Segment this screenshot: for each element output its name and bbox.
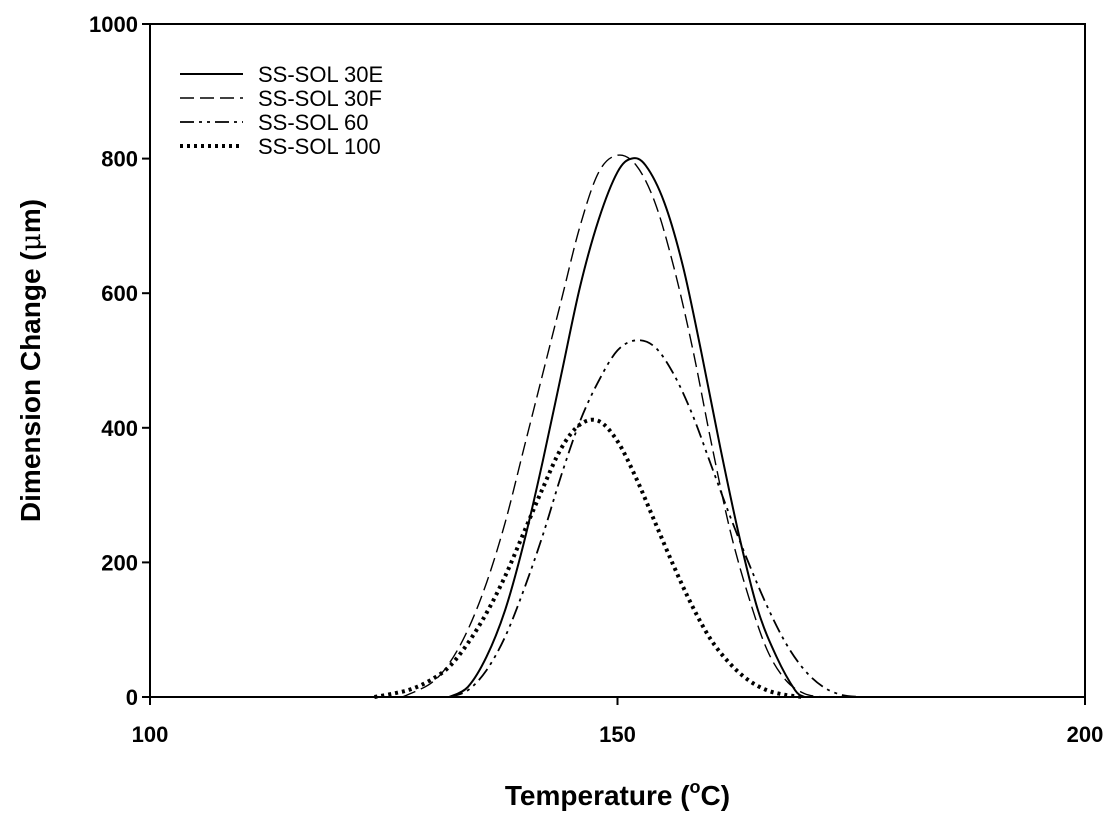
x-tick-label: 200 [1067, 722, 1104, 747]
series-lines [374, 154, 861, 699]
legend-label: SS-SOL 60 [258, 110, 368, 135]
y-axis-title-greek: μ [14, 233, 47, 251]
x-axis-ticks: 100 150 200 [132, 697, 1104, 747]
legend-label: SS-SOL 100 [258, 134, 381, 159]
x-axis-title-unit: C) [701, 780, 731, 811]
x-tick-label: 150 [599, 722, 636, 747]
y-tick-label: 1000 [89, 12, 138, 37]
series-line-2 [402, 154, 824, 698]
x-axis-title-main: Temperature ( [505, 780, 690, 811]
series-line-3 [448, 339, 861, 698]
x-axis-title: Temperature (oC) [505, 777, 730, 811]
legend-label: SS-SOL 30E [258, 62, 383, 87]
y-axis-title-main: Dimension Change ( [15, 251, 46, 522]
series-line-1 [448, 157, 806, 698]
legend-label: SS-SOL 30F [258, 86, 382, 111]
y-axis-title-unit: m) [15, 199, 46, 233]
x-axis-title-sup: o [690, 777, 701, 797]
y-tick-label: 200 [101, 550, 138, 575]
x-tick-label: 100 [132, 722, 169, 747]
y-tick-label: 400 [101, 416, 138, 441]
y-tick-label: 600 [101, 281, 138, 306]
y-tick-label: 0 [126, 685, 138, 710]
y-axis-title: Dimension Change (μm) [14, 199, 47, 522]
y-axis-ticks: 0 200 400 600 800 1000 [89, 12, 150, 710]
y-tick-label: 800 [101, 147, 138, 172]
series-line-4 [374, 417, 805, 699]
